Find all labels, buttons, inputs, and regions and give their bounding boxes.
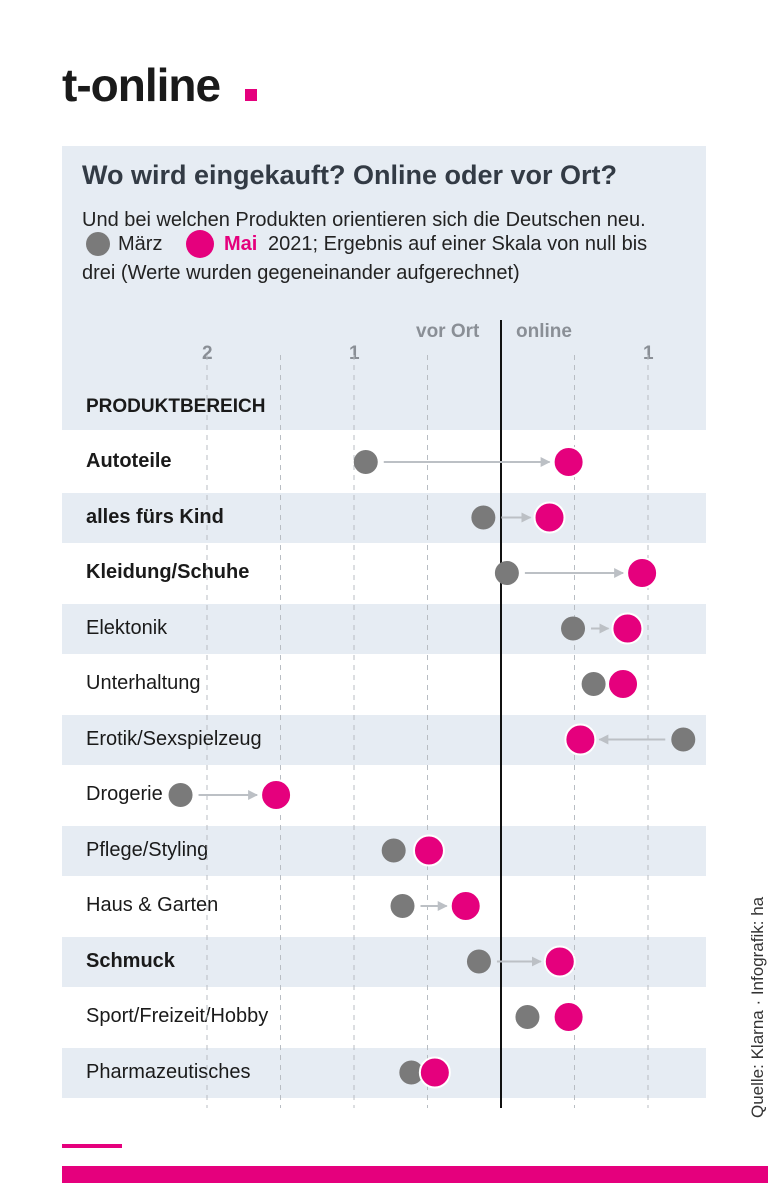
legend-march-marker (86, 232, 110, 256)
source-credit: Quelle: Klarna · Infografik: ha (748, 896, 767, 1118)
category-label: Pflege/Styling (86, 838, 209, 861)
column-header-produktbereich: PRODUKTBEREICH (86, 396, 266, 417)
axis-label-vor-ort: vor Ort (416, 321, 480, 342)
category-label: Autoteile (86, 450, 172, 472)
category-label: Elektonik (86, 616, 168, 639)
march-dot (399, 1060, 424, 1085)
march-dot (471, 505, 496, 530)
chart-subtitle: Und bei welchen Produkten orientieren si… (82, 209, 646, 231)
march-dot (168, 783, 193, 807)
category-label: Erotik/Sexspielzeug (86, 727, 262, 750)
march-dot (390, 894, 415, 918)
category-label: Pharmazeutisches (86, 1060, 251, 1083)
category-label: alles fürs Kind (86, 505, 224, 528)
category-label: Drogerie (86, 783, 163, 805)
march-dot (581, 672, 606, 696)
tick-label-vor-ort-1: 1 (349, 343, 360, 364)
row-band (62, 1047, 706, 1098)
legend-may-label: Mai (224, 233, 258, 255)
category-label: Schmuck (86, 949, 175, 972)
march-dot (561, 616, 586, 641)
may-dot (626, 557, 659, 589)
row-band (62, 936, 706, 987)
legend-march-label: März (118, 233, 163, 255)
tick-label-online-1: 1 (643, 343, 654, 364)
chart-title: Wo wird eingekauft? Online oder vor Ort? (82, 160, 618, 190)
category-label: Unterhaltung (86, 672, 201, 694)
legend-suffix-line1: 2021; Ergebnis auf einer Skala von null … (268, 233, 648, 255)
may-dot (611, 612, 644, 645)
march-dot (353, 450, 378, 474)
legend-suffix-line2: drei (Werte wurden gegeneinander aufgere… (82, 262, 520, 284)
may-dot (449, 890, 482, 922)
march-dot (671, 727, 696, 752)
may-dot (564, 723, 597, 756)
march-dot (466, 949, 491, 974)
footer-accent-dash (62, 1144, 122, 1148)
may-dot (533, 501, 566, 534)
may-dot (412, 834, 445, 867)
tick-label-vor-ort-2: 2 (202, 343, 213, 364)
category-label: Kleidung/Schuhe (86, 561, 250, 583)
brand-logo-dot (245, 89, 257, 101)
legend-may-marker (186, 230, 214, 258)
may-dot (552, 1001, 585, 1033)
may-dot (260, 779, 293, 811)
may-dot (418, 1056, 451, 1089)
category-label: Haus & Garten (86, 894, 219, 916)
brand-logo: t-online (62, 59, 221, 111)
category-label: Sport/Freizeit/Hobby (86, 1005, 269, 1027)
march-dot (381, 838, 406, 863)
chart-header-panel (62, 146, 706, 430)
march-dot (494, 561, 519, 585)
may-dot (607, 668, 640, 700)
may-dot (543, 945, 576, 978)
row-band (62, 492, 706, 543)
footer-accent-band (62, 1166, 768, 1183)
march-dot (515, 1005, 540, 1029)
axis-label-online: online (516, 321, 572, 342)
may-dot (552, 446, 585, 478)
